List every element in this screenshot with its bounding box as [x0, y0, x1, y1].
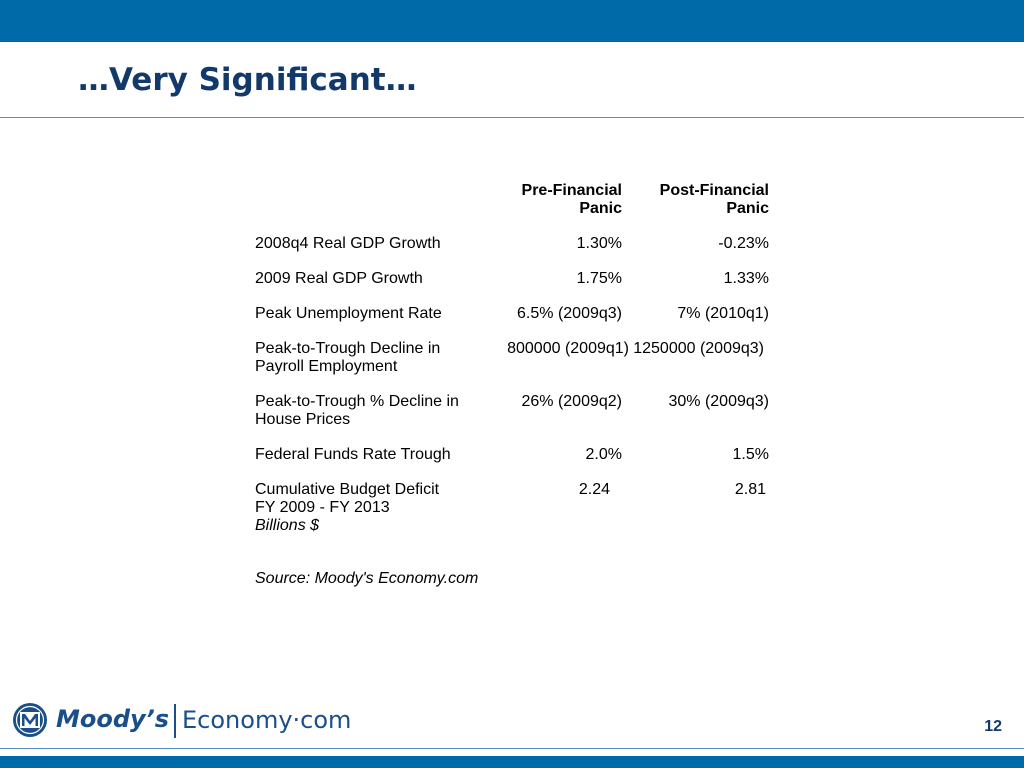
row-post-value: 1250000 (2009q3) — [633, 340, 764, 357]
row-pre-value: 2.24 — [578, 481, 610, 498]
row-pre-value: 26% (2009q2) — [521, 393, 622, 410]
row-post-value: 1.5% — [732, 446, 769, 463]
header-post-line2: Panic — [726, 200, 769, 217]
logo-separator — [174, 704, 176, 738]
row-label-line2: House Prices — [255, 411, 351, 428]
row-post-value: 7% (2010q1) — [677, 305, 769, 322]
row-label-line2: FY 2009 - FY 2013 — [255, 499, 390, 516]
title-divider — [0, 117, 1024, 118]
row-post-value: 2.81 — [734, 481, 766, 498]
row-pre-value: 6.5% (2009q3) — [517, 305, 622, 322]
bottom-banner-bar — [0, 756, 1024, 768]
logo-name-moodys: Moody’s — [56, 705, 170, 733]
header-pre-line1: Pre-Financial — [521, 182, 622, 199]
row-label-units: Billions $ — [255, 517, 320, 534]
row-pre-value: 1.75% — [576, 270, 622, 287]
row-label: Federal Funds Rate Trough — [255, 446, 451, 463]
logo-name-economy: Economy·com — [182, 706, 352, 734]
row-post-value: 30% (2009q3) — [668, 393, 769, 410]
row-label: Peak-to-Trough Decline in — [255, 340, 441, 357]
row-label-line2: Payroll Employment — [255, 358, 398, 375]
row-label: Peak Unemployment Rate — [255, 305, 442, 322]
header-pre-line2: Panic — [579, 200, 622, 217]
row-label: 2009 Real GDP Growth — [255, 270, 423, 287]
page-number: 12 — [984, 718, 1002, 735]
row-post-value: 1.33% — [723, 270, 769, 287]
header-post-line1: Post-Financial — [659, 182, 769, 199]
top-banner-bar — [0, 0, 1024, 42]
slide-title: …Very Significant… — [78, 62, 417, 98]
row-label: Peak-to-Trough % Decline in — [255, 393, 459, 410]
row-pre-value: 2.0% — [585, 446, 622, 463]
row-label: 2008q4 Real GDP Growth — [255, 235, 441, 252]
row-post-value: -0.23% — [718, 235, 769, 252]
moodys-m-emblem-icon — [13, 703, 47, 737]
row-label: Cumulative Budget Deficit — [255, 481, 440, 498]
row-pre-value: 800000 (2009q1) — [507, 340, 629, 357]
source-note: Source: Moody's Economy.com — [255, 570, 479, 587]
row-pre-value: 1.30% — [576, 235, 622, 252]
footer-divider — [0, 748, 1024, 749]
